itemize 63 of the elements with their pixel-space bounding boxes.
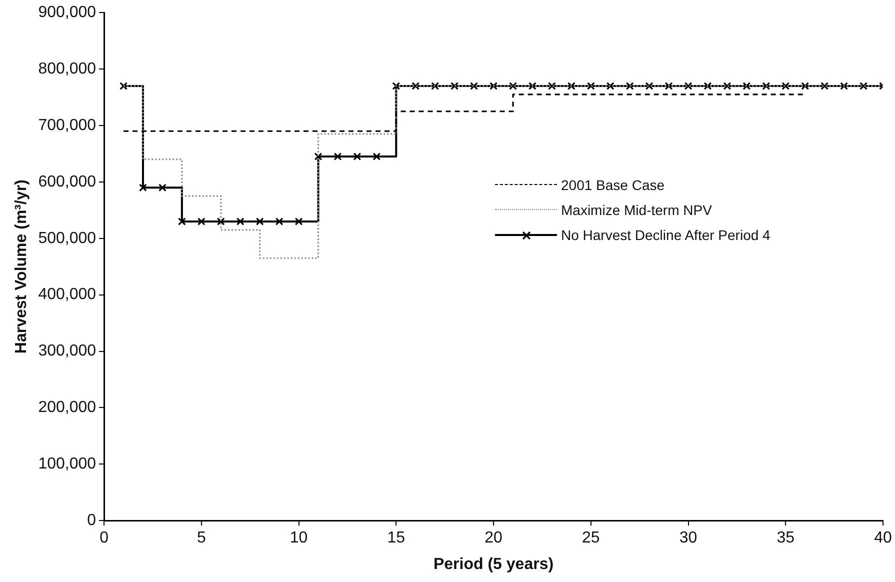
point bbox=[178, 217, 186, 226]
y-tick-label: 0 bbox=[87, 512, 96, 530]
point bbox=[801, 82, 810, 90]
point bbox=[236, 217, 244, 226]
y-tick-label: 900,000 bbox=[38, 4, 96, 22]
x-tick-label: 15 bbox=[387, 530, 406, 547]
point bbox=[606, 82, 614, 90]
point bbox=[704, 82, 712, 90]
point bbox=[120, 82, 128, 90]
point bbox=[314, 152, 322, 161]
point bbox=[216, 217, 225, 226]
point bbox=[528, 82, 536, 90]
point bbox=[490, 82, 498, 90]
x-tick-label: 0 bbox=[100, 530, 109, 547]
y-tick-label: 200,000 bbox=[38, 399, 96, 416]
point bbox=[626, 82, 634, 90]
point bbox=[294, 217, 303, 226]
point bbox=[840, 82, 848, 90]
point bbox=[353, 152, 362, 161]
x-axis-title: Period (5 years) bbox=[433, 556, 554, 573]
point bbox=[723, 82, 732, 90]
point bbox=[548, 82, 556, 90]
point bbox=[392, 82, 400, 90]
point bbox=[197, 217, 206, 226]
x-tick-label: 5 bbox=[196, 530, 206, 547]
point bbox=[450, 82, 459, 90]
point bbox=[645, 82, 654, 90]
legend-label: 2001 Base Case bbox=[561, 176, 665, 192]
x-tick-label: 20 bbox=[484, 530, 503, 547]
x-tick-label: 10 bbox=[290, 530, 308, 547]
point bbox=[782, 82, 790, 90]
y-tick-label: 700,000 bbox=[38, 116, 96, 134]
y-tick-label: 600,000 bbox=[38, 173, 96, 190]
point bbox=[158, 184, 166, 192]
legend-label: Maximize Mid-term NPV bbox=[561, 202, 712, 218]
point bbox=[431, 82, 440, 90]
x-tick-label: 30 bbox=[679, 530, 698, 547]
point bbox=[860, 82, 868, 90]
point bbox=[684, 82, 692, 90]
point bbox=[470, 82, 478, 90]
point bbox=[275, 217, 284, 226]
point bbox=[412, 82, 420, 90]
point bbox=[820, 82, 829, 90]
point bbox=[256, 217, 264, 226]
point bbox=[334, 152, 342, 161]
point bbox=[664, 82, 673, 90]
point bbox=[509, 82, 517, 90]
point bbox=[139, 184, 147, 192]
y-tick-label: 800,000 bbox=[38, 60, 96, 78]
y-tick-label: 300,000 bbox=[38, 342, 96, 360]
y-tick-label: 500,000 bbox=[38, 230, 96, 247]
point bbox=[567, 82, 576, 90]
point bbox=[762, 82, 770, 90]
legend-label: No Harvest Decline After Period 4 bbox=[561, 226, 770, 242]
y-tick-label: 400,000 bbox=[38, 286, 96, 304]
y-tick-label: 100,000 bbox=[38, 456, 96, 473]
y-axis-title: Harvest Volume (m³/yr) bbox=[13, 180, 30, 354]
point bbox=[742, 82, 751, 90]
x-tick-label: 35 bbox=[776, 530, 795, 547]
point bbox=[586, 82, 595, 90]
x-tick-label: 40 bbox=[874, 530, 892, 547]
point bbox=[372, 152, 381, 161]
x-tick-label: 25 bbox=[582, 530, 600, 547]
